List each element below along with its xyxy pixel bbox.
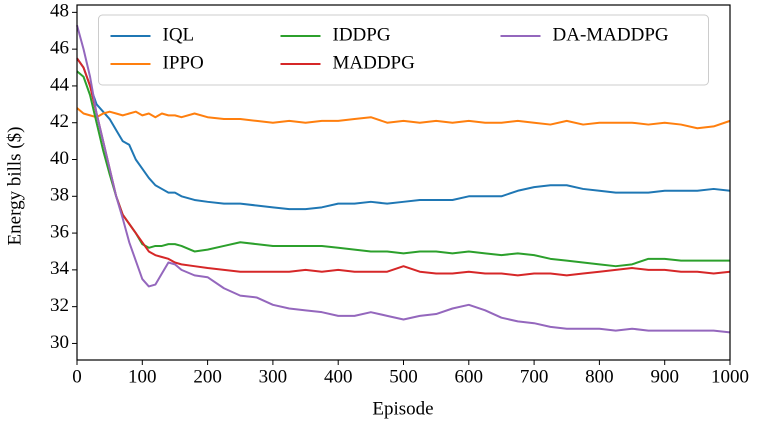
legend-label: IPPO bbox=[163, 52, 204, 73]
x-tick-label: 900 bbox=[650, 366, 679, 387]
x-tick-label: 300 bbox=[259, 366, 288, 387]
x-tick-label: 400 bbox=[324, 366, 353, 387]
y-axis-label: Energy bills ($) bbox=[4, 127, 25, 246]
series-line bbox=[76, 107, 731, 130]
y-tick-label: 44 bbox=[50, 74, 70, 95]
y-tick-label: 46 bbox=[50, 38, 69, 59]
y-tick-label: 36 bbox=[50, 221, 69, 242]
legend-label: DA-MADDPG bbox=[553, 24, 669, 45]
x-tick-label: 800 bbox=[585, 366, 614, 387]
series-line bbox=[76, 57, 731, 211]
x-tick-label: 700 bbox=[520, 366, 549, 387]
x-tick-label: 500 bbox=[389, 366, 418, 387]
series-line bbox=[76, 24, 731, 334]
y-tick-label: 34 bbox=[50, 258, 70, 279]
legend-label: IQL bbox=[163, 24, 195, 45]
x-tick-label: 200 bbox=[193, 366, 222, 387]
series-line bbox=[76, 57, 731, 277]
x-tick-label: 100 bbox=[128, 366, 157, 387]
legend-box bbox=[98, 14, 709, 86]
y-tick-label: 38 bbox=[50, 185, 69, 206]
y-tick-label: 48 bbox=[50, 1, 69, 22]
series-line bbox=[76, 70, 730, 268]
legend-label: MADDPG bbox=[333, 52, 416, 73]
x-tick-label: 600 bbox=[455, 366, 484, 387]
legend-label: IDDPG bbox=[333, 24, 391, 45]
y-tick-label: 42 bbox=[50, 111, 69, 132]
y-tick-label: 40 bbox=[50, 148, 69, 169]
y-tick-label: 32 bbox=[50, 295, 69, 316]
x-axis-label: Episode bbox=[372, 398, 433, 419]
x-tick-label: 1000 bbox=[711, 366, 749, 387]
y-tick-label: 30 bbox=[50, 332, 69, 353]
x-tick-label: 0 bbox=[72, 366, 82, 387]
plot-frame bbox=[76, 4, 731, 361]
